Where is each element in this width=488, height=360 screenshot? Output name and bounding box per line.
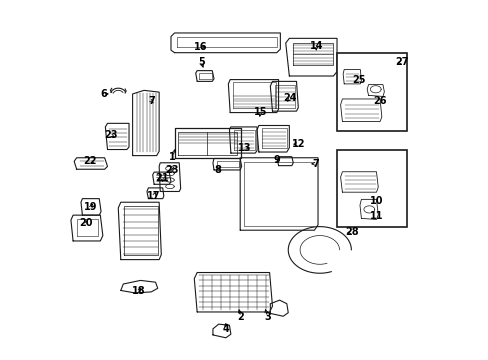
Polygon shape [257,126,289,152]
Text: 17: 17 [147,191,161,201]
Text: 24: 24 [283,93,297,103]
Text: 4: 4 [222,324,229,334]
Text: 7: 7 [147,96,154,106]
Polygon shape [212,158,241,170]
Text: 8: 8 [214,165,221,175]
Polygon shape [71,215,102,241]
Bar [336,150,406,227]
Text: 21: 21 [155,173,168,183]
Text: 15: 15 [253,107,267,117]
Text: 1: 1 [169,152,176,162]
Text: 28: 28 [345,227,358,237]
Polygon shape [118,202,161,260]
Polygon shape [270,300,287,316]
Text: 9: 9 [273,155,280,165]
Text: 11: 11 [370,211,383,221]
Bar [336,53,406,131]
Polygon shape [171,33,280,53]
Text: 5: 5 [198,57,204,67]
Polygon shape [359,199,378,220]
Text: 13: 13 [237,143,251,153]
Text: 26: 26 [372,96,386,106]
Polygon shape [340,99,381,122]
Text: 27: 27 [395,57,408,67]
Polygon shape [174,128,241,158]
Text: 20: 20 [79,218,93,228]
Polygon shape [152,172,171,184]
Polygon shape [105,123,129,149]
Polygon shape [366,85,384,96]
Polygon shape [229,127,257,153]
Text: 10: 10 [370,196,383,206]
Polygon shape [343,69,361,84]
Polygon shape [277,157,293,166]
Polygon shape [212,324,230,338]
Text: 14: 14 [309,41,322,50]
Polygon shape [228,80,278,113]
Polygon shape [285,39,336,76]
Polygon shape [147,188,163,199]
Text: 7: 7 [311,159,318,169]
Polygon shape [383,59,401,69]
Polygon shape [74,158,107,169]
Polygon shape [194,273,272,312]
Polygon shape [270,81,298,111]
Text: 6: 6 [101,89,107,99]
Polygon shape [132,90,159,156]
Text: 18: 18 [132,286,145,296]
Polygon shape [240,158,317,230]
Text: 16: 16 [194,42,207,52]
Text: 23: 23 [104,130,118,140]
Text: 3: 3 [264,312,271,322]
Polygon shape [340,172,378,192]
Text: 22: 22 [83,156,97,166]
Polygon shape [121,280,158,293]
Polygon shape [195,71,214,81]
Polygon shape [81,199,101,215]
Text: 12: 12 [291,139,305,149]
Text: 23: 23 [165,165,179,175]
Text: 19: 19 [84,202,98,212]
Text: 25: 25 [352,75,365,85]
Polygon shape [159,163,180,192]
Text: 2: 2 [237,312,244,322]
